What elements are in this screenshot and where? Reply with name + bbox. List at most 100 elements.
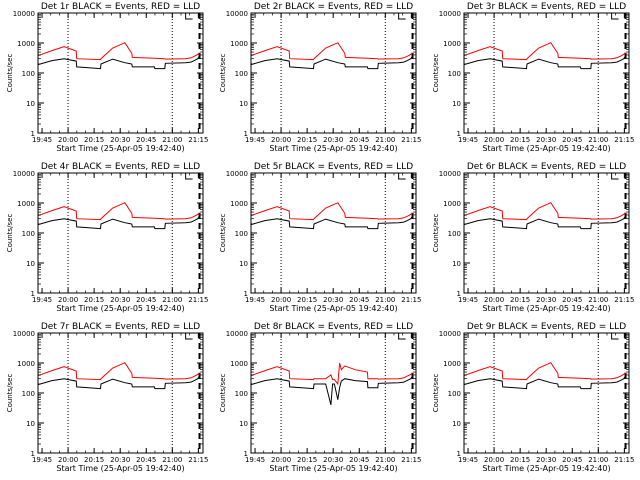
x-tick-label: 19:45 [458,456,478,464]
y-tick-label: 10000 [13,10,35,18]
y-tick-label: 10000 [226,170,248,178]
series-events-line [464,215,626,230]
y-tick-label: 1 [457,290,461,298]
series-group [464,202,626,230]
plot-frame [250,12,417,134]
x-tick-label: 21:00 [375,136,395,144]
x-tick-label: 20:45 [562,456,582,464]
interval-bracket [185,173,193,180]
x-axis-label: Start Time (25-Apr-05 19:42:40) [482,304,610,313]
x-tick-label: 21:00 [162,136,182,144]
chart-title: Det 2r BLACK = Events, RED = LLD [254,2,413,12]
x-tick-label: 20:15 [297,456,317,464]
series-lld-line [38,202,200,221]
x-tick-label: 21:00 [375,296,395,304]
y-tick-label: 100 [448,230,461,238]
x-tick-label: 19:45 [245,136,265,144]
series-events-line [464,375,626,390]
y-tick-label: 1 [244,290,248,298]
x-tick-label: 21:15 [188,136,208,144]
interval-bracket [611,173,619,180]
x-tick-label: 20:30 [323,456,343,464]
series-group [251,202,413,230]
y-tick-label: 1000 [443,360,461,368]
y-tick-label: 10 [26,100,35,108]
y-tick-label: 10000 [439,10,461,18]
x-tick-label: 20:45 [136,456,156,464]
y-tick-label: 1000 [17,200,35,208]
y-tick-label: 10 [26,420,35,428]
y-tick-label: 1000 [230,40,248,48]
x-axis-label: Start Time (25-Apr-05 19:42:40) [56,464,184,473]
y-tick-label: 100 [22,390,35,398]
x-tick-label: 21:15 [188,456,208,464]
x-tick-label: 20:45 [349,456,369,464]
x-tick-label: 20:15 [510,296,530,304]
plot-frame [37,172,204,294]
series-group [38,362,200,390]
x-tick-label: 21:00 [162,456,182,464]
chart-title: Det 5r BLACK = Events, RED = LLD [254,162,413,172]
x-tick-label: 20:00 [484,456,504,464]
y-axis-label: Counts/sec [432,374,440,413]
x-tick-label: 20:30 [323,296,343,304]
x-tick-label: 20:00 [271,456,291,464]
plot-frame [37,12,204,134]
series-group [251,362,413,406]
x-tick-label: 21:15 [401,296,421,304]
x-tick-label: 20:45 [349,296,369,304]
chart-title: Det 4r BLACK = Events, RED = LLD [41,162,200,172]
plot-frame [463,12,630,134]
y-tick-label: 10 [452,260,461,268]
chart-panel: Det 7r BLACK = Events, RED = LLD 1 10 100 10… [6,322,208,473]
plot-frame [250,332,417,454]
y-axis-label: Counts/sec [219,374,227,413]
y-tick-label: 100 [448,390,461,398]
plot-frame [250,172,417,294]
y-tick-label: 100 [235,390,248,398]
x-tick-label: 19:45 [245,456,265,464]
y-tick-label: 10000 [226,10,248,18]
series-group [251,42,413,70]
series-group [464,362,626,390]
y-tick-label: 10000 [226,330,248,338]
chart-panel: Det 4r BLACK = Events, RED = LLD 1 10 100 10… [6,162,208,313]
y-axis-label: Counts/sec [219,214,227,253]
chart-title: Det 1r BLACK = Events, RED = LLD [41,2,200,12]
y-tick-label: 1 [31,130,35,138]
chart-title: Det 7r BLACK = Events, RED = LLD [41,322,200,332]
y-tick-label: 10000 [13,330,35,338]
x-tick-label: 20:45 [349,136,369,144]
y-tick-label: 10000 [439,170,461,178]
series-lld-line [251,202,413,221]
y-tick-label: 100 [235,70,248,78]
plot-frame [37,332,204,454]
chart-title: Det 8r BLACK = Events, RED = LLD [254,322,413,332]
y-tick-label: 100 [448,70,461,78]
x-axis-label: Start Time (25-Apr-05 19:42:40) [56,144,184,153]
x-tick-label: 20:45 [562,136,582,144]
chart-title: Det 6r BLACK = Events, RED = LLD [467,162,626,172]
interval-bracket [185,333,193,340]
y-axis-label: Counts/sec [432,214,440,253]
x-tick-label: 20:00 [271,296,291,304]
chart-panel: Det 6r BLACK = Events, RED = LLD 1 10 100 10… [432,162,634,313]
x-tick-label: 21:00 [162,296,182,304]
y-tick-label: 100 [22,70,35,78]
y-tick-label: 1 [31,450,35,458]
y-tick-label: 100 [22,230,35,238]
plot-frame [463,332,630,454]
interval-bracket [611,333,619,340]
series-events-line [251,375,413,406]
series-lld-line [464,362,626,381]
y-tick-label: 1 [244,450,248,458]
series-group [38,202,200,230]
x-tick-label: 20:15 [510,136,530,144]
x-tick-label: 19:45 [245,296,265,304]
x-tick-label: 21:00 [588,296,608,304]
series-lld-line [251,362,413,386]
chart-title: Det 3r BLACK = Events, RED = LLD [467,2,626,12]
y-tick-label: 1000 [230,200,248,208]
chart-title: Det 9r BLACK = Events, RED = LLD [467,322,626,332]
series-group [464,42,626,70]
